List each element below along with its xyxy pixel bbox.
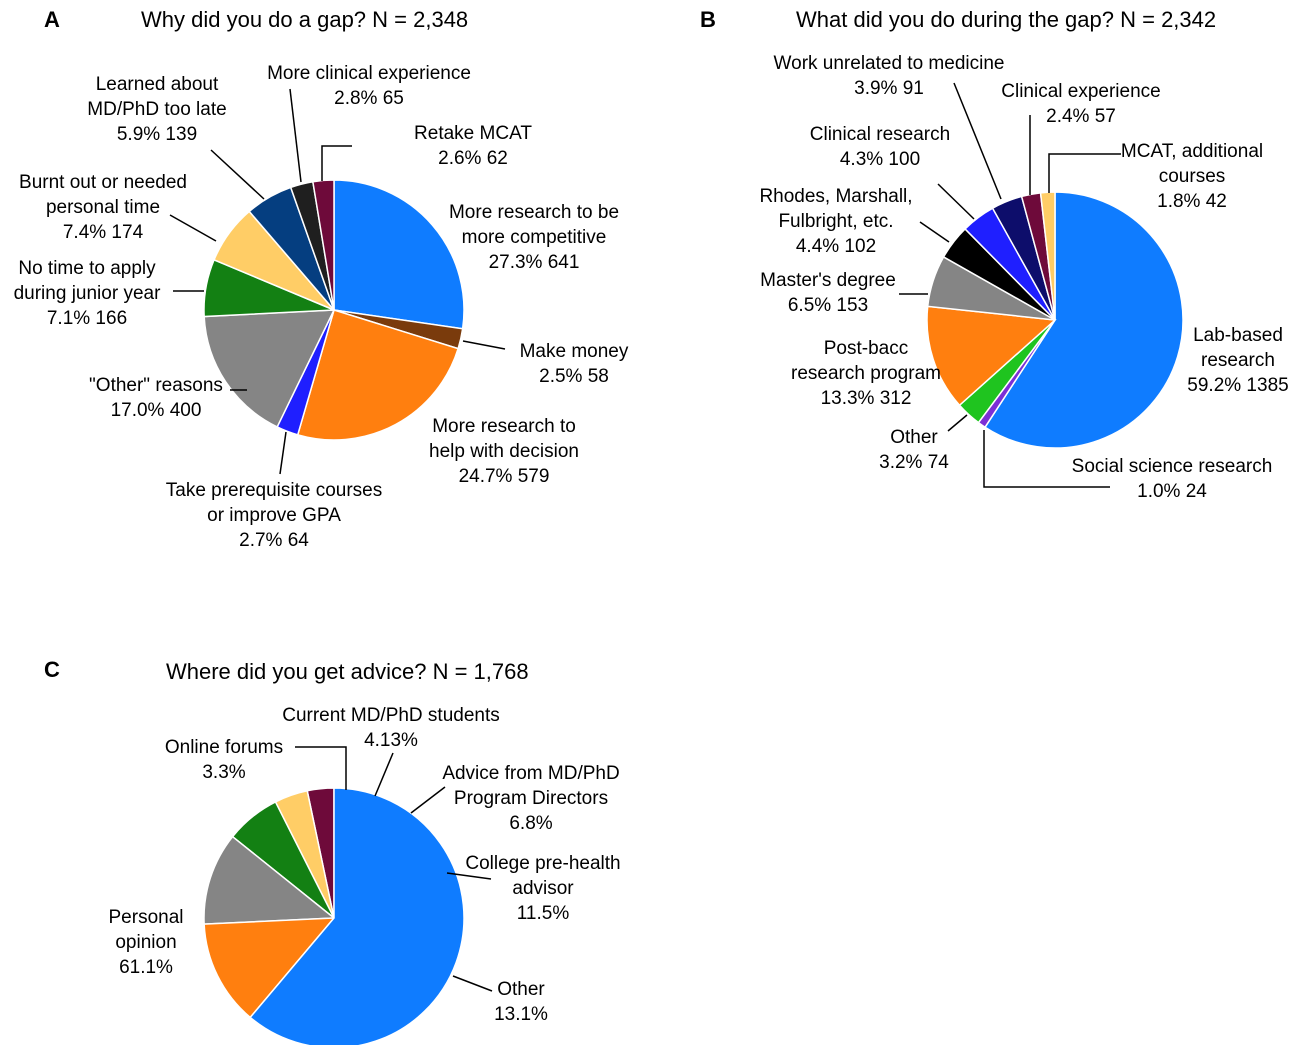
pie-slice-c-5 <box>249 787 465 1045</box>
slice-label-b-1: Social science research 1.0% 24 <box>1072 456 1273 502</box>
pie-slice-c-3 <box>203 835 337 925</box>
slice-label-c-4: Other 13.1% <box>494 979 548 1025</box>
pie-slice-b-9 <box>1039 191 1056 321</box>
pie-chart-a <box>203 179 465 441</box>
pie-labels-a: More research to be more competitive 27.3%… <box>14 63 629 551</box>
panel-c-title: Where did you get advice? N = 1,768 <box>166 659 529 684</box>
slice-label-c-1: Current MD/PhD students 4.13% <box>282 705 500 751</box>
leader-line-a-6 <box>169 214 217 242</box>
pie-chart-c <box>203 787 465 1045</box>
pie-slice-b-3 <box>926 305 1057 407</box>
pie-labels-b: Lab-based research 59.2% 1385 Social scienc… <box>759 53 1288 502</box>
panel-c: C Where did you get advice? N = 1,768 On… <box>44 657 621 1045</box>
panel-b: B What did you do during the gap? N = 2,… <box>700 7 1289 502</box>
panel-b-title: What did you do during the gap? N = 2,34… <box>796 7 1216 32</box>
leader-line-c-2 <box>410 786 446 814</box>
leader-line-b-5 <box>919 221 950 243</box>
pie-slice-b-0 <box>984 191 1184 449</box>
panel-a: A Why did you do a gap? N = 2,348 More r… <box>14 7 629 551</box>
leader-line-c-3 <box>446 872 492 880</box>
slice-label-b-8: Clinical experience 2.4% 57 <box>1001 81 1160 127</box>
pie-chart-b <box>926 191 1184 449</box>
leader-line-b-7 <box>953 82 1002 200</box>
leader-line-b-9 <box>1048 153 1121 193</box>
pie-slice-c-4 <box>203 917 336 1019</box>
leader-line-c-1 <box>374 752 394 797</box>
panel-letter-b: B <box>700 7 716 32</box>
slice-label-b-3: Post-bacc research program 13.3% 312 <box>791 338 941 409</box>
slice-label-b-2: Other 3.2% 74 <box>879 427 949 473</box>
slice-label-b-0: Lab-based research 59.2% 1385 <box>1187 325 1288 396</box>
slice-label-b-9: MCAT, additional courses 1.8% 42 <box>1121 141 1263 212</box>
slice-label-a-1: Make money 2.5% 58 <box>520 341 629 387</box>
slice-label-a-2: More research to help with decision 24.7% … <box>429 416 579 487</box>
slice-label-b-4: Master's degree 6.5% 153 <box>760 270 896 316</box>
slice-label-c-0: Online forums 3.3% <box>165 737 283 783</box>
panel-letter-a: A <box>44 7 60 32</box>
slice-label-c-5: Personal opinion 61.1% <box>109 907 184 978</box>
slice-label-c-3: College pre-health advisor 11.5% <box>465 853 620 924</box>
pie-slice-a-0 <box>333 179 465 330</box>
leader-line-a-1 <box>462 340 506 350</box>
slice-label-a-6: Burnt out or needed personal time 7.4% 174 <box>19 172 187 243</box>
leader-line-b-6 <box>937 183 975 220</box>
slice-label-b-6: Clinical research 4.3% 100 <box>810 124 950 170</box>
slice-label-a-7: Learned about MD/PhD too late 5.9% 139 <box>87 74 226 145</box>
slice-label-a-4: "Other" reasons 17.0% 400 <box>89 375 223 421</box>
pie-slice-a-4 <box>203 309 336 428</box>
pie-slice-a-9 <box>311 179 335 311</box>
slice-label-a-3: Take prerequisite courses or improve GPA 2… <box>166 480 383 551</box>
panel-a-title: Why did you do a gap? N = 2,348 <box>141 7 468 32</box>
pie-labels-c: Online forums 3.3%Current MD/PhD students… <box>109 705 621 1025</box>
slice-label-a-9: Retake MCAT 2.6% 62 <box>414 123 532 169</box>
leader-line-a-9 <box>321 145 352 181</box>
slice-label-c-2: Advice from MD/PhD Program Directors 6.8% <box>442 763 619 834</box>
leader-line-b-2 <box>947 414 968 432</box>
slice-label-a-0: More research to be more competitive 27.3%… <box>449 202 619 273</box>
panel-letter-c: C <box>44 657 60 682</box>
slice-label-a-5: No time to apply during junior year 7.1% 1… <box>14 258 161 329</box>
slice-label-b-5: Rhodes, Marshall, Fulbright, etc. 4.4% 102 <box>759 186 912 257</box>
slice-label-a-8: More clinical experience 2.8% 65 <box>267 63 471 109</box>
leader-line-a-8 <box>289 88 302 183</box>
pie-slice-a-2 <box>296 309 460 441</box>
slice-label-b-7: Work unrelated to medicine 3.9% 91 <box>774 53 1005 99</box>
leader-line-b-1 <box>983 430 1110 488</box>
leader-line-a-7 <box>210 149 265 200</box>
leader-line-a-3 <box>279 431 287 475</box>
leader-line-c-0 <box>295 746 347 790</box>
leader-line-c-4 <box>452 975 493 992</box>
